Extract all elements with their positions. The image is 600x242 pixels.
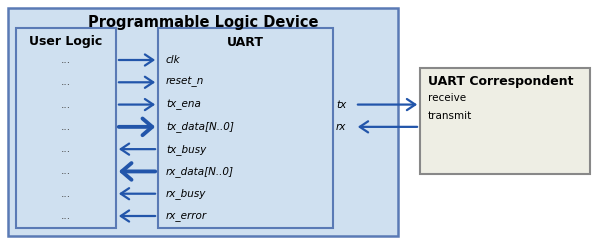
Text: ...: ... (61, 189, 71, 199)
Text: ...: ... (61, 99, 71, 110)
Text: tx: tx (336, 99, 346, 110)
Text: ...: ... (61, 55, 71, 65)
Text: rx_busy: rx_busy (166, 188, 206, 199)
Text: UART Correspondent: UART Correspondent (428, 76, 574, 89)
Text: rx_data[N..0]: rx_data[N..0] (166, 166, 234, 177)
Bar (16, 28, 116, 228)
Text: tx_ena: tx_ena (166, 99, 201, 110)
Text: ...: ... (61, 77, 71, 87)
Text: ...: ... (61, 166, 71, 176)
Bar (8, 8, 398, 236)
Text: receive: receive (428, 93, 466, 103)
Text: rx: rx (336, 122, 346, 132)
Text: rx_error: rx_error (166, 211, 207, 221)
Bar (420, 68, 590, 174)
Text: reset_n: reset_n (166, 77, 205, 88)
Text: User Logic: User Logic (29, 36, 103, 48)
Text: ...: ... (61, 211, 71, 221)
Text: clk: clk (166, 55, 181, 65)
Text: UART: UART (227, 36, 264, 48)
Text: ...: ... (61, 122, 71, 132)
Text: transmit: transmit (428, 111, 472, 121)
Text: Programmable Logic Device: Programmable Logic Device (88, 15, 318, 30)
Text: tx_busy: tx_busy (166, 144, 206, 155)
Text: ...: ... (61, 144, 71, 154)
Bar (158, 28, 333, 228)
Text: tx_data[N..0]: tx_data[N..0] (166, 121, 234, 132)
